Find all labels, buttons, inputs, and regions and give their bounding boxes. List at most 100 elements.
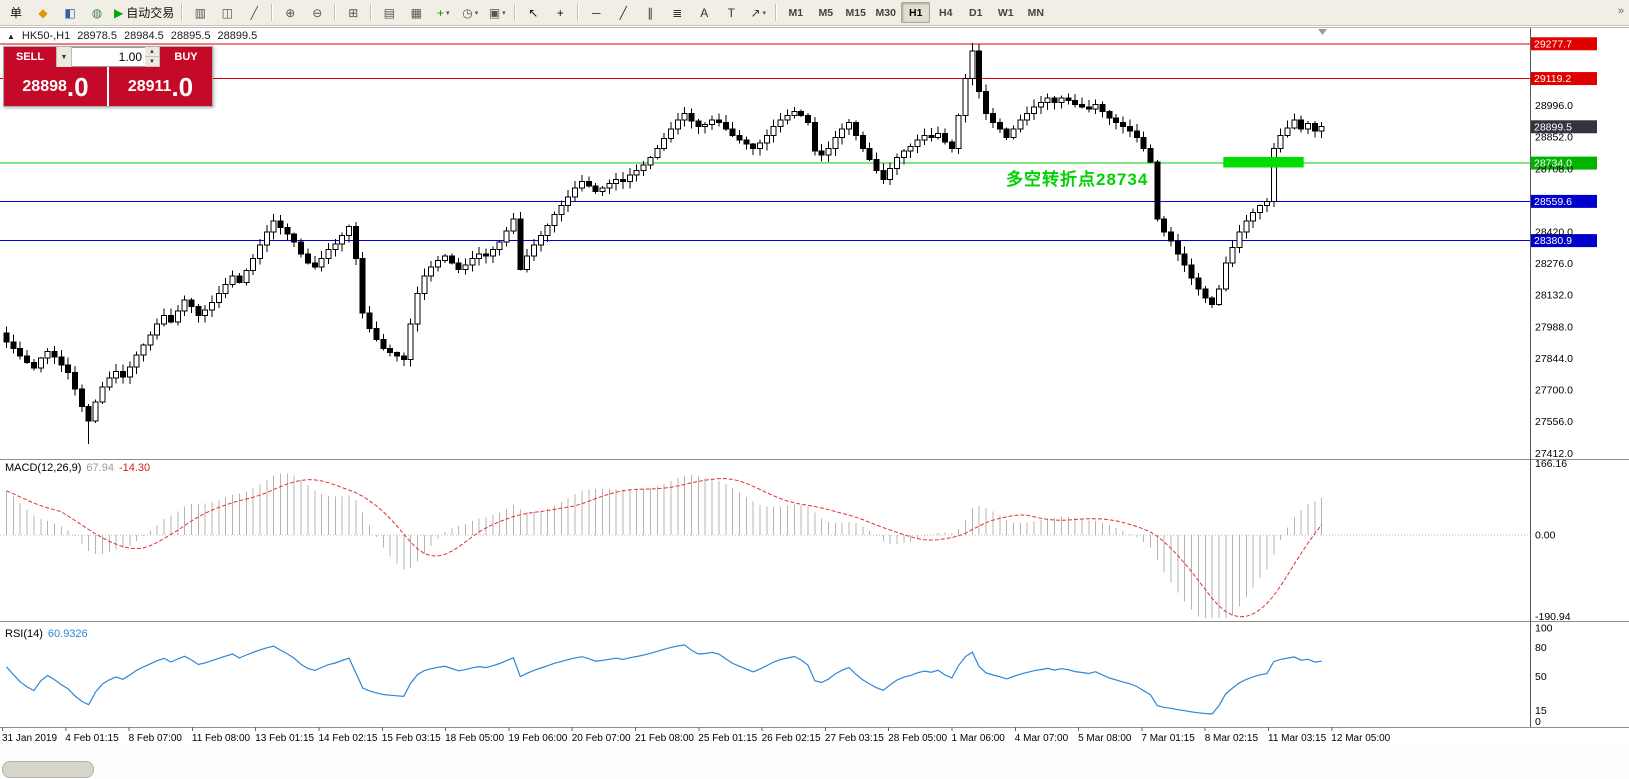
ohlc-open: 28978.5 — [77, 30, 117, 42]
horizontal-line-icon[interactable]: ─ — [591, 5, 601, 20]
macd-histogram — [6, 473, 1323, 618]
templates-button[interactable]: ▣ ▾ — [488, 5, 506, 20]
time-axis-label: 20 Feb 07:00 — [572, 733, 631, 744]
market-watch-icon[interactable]: ◍ — [91, 5, 103, 20]
timeframe-h1[interactable]: H1 — [901, 2, 931, 23]
buy-price: 28911 — [127, 77, 172, 95]
timeframe-mn[interactable]: MN — [1027, 6, 1044, 19]
candlestick-chart-icon[interactable]: ◫ — [221, 5, 233, 20]
time-axis-label: 15 Feb 03:15 — [382, 733, 441, 744]
rsi-scale-label: 15 — [1535, 705, 1547, 717]
price-scale-label: 28276.0 — [1535, 258, 1573, 270]
timeframe-m1[interactable]: M1 — [788, 6, 804, 19]
cursor-icon[interactable]: ↖ — [528, 5, 539, 20]
price-scale[interactable] — [1531, 37, 1597, 248]
collapse-arrow-icon[interactable]: ▲ — [7, 31, 15, 41]
toolbar-separator — [181, 4, 184, 21]
fibonacci-icon[interactable]: ≣ — [672, 5, 683, 20]
timeframe-d1[interactable]: D1 — [969, 6, 983, 19]
line-chart-icon[interactable]: ╱ — [250, 5, 258, 20]
price-scale-label: 28708.0 — [1535, 163, 1573, 175]
timeframe-w1[interactable]: W1 — [997, 6, 1014, 19]
price-scale-label: 28420.0 — [1535, 227, 1573, 239]
macd-name: MACD(12,26,9) — [5, 462, 82, 474]
sell-price-button[interactable]: 28898.0 — [4, 67, 107, 106]
price-scale-label: 27700.0 — [1535, 385, 1573, 397]
time-axis-label: 21 Feb 08:00 — [635, 733, 694, 744]
time-axis-label: 19 Feb 06:00 — [508, 733, 567, 744]
toolbar-separator — [271, 4, 274, 21]
profiles-icon[interactable]: ◧ — [64, 5, 76, 20]
zoom-out-icon[interactable]: ⊖ — [312, 5, 323, 20]
volume-dropdown-icon[interactable]: ▼ — [56, 47, 72, 67]
text-icon[interactable]: A — [700, 5, 709, 20]
buy-price-pips: .0 — [171, 71, 194, 102]
timeframe-m30[interactable]: M30 — [875, 6, 896, 19]
crosshair-icon[interactable]: + — [556, 5, 564, 20]
zoom-in-icon[interactable]: ⊕ — [285, 5, 296, 20]
time-axis-label: 7 Mar 01:15 — [1141, 733, 1195, 744]
price-scale-label: 28852.0 — [1535, 132, 1573, 144]
label-icon[interactable]: T — [727, 5, 735, 20]
highlight-rectangle[interactable] — [1223, 156, 1304, 168]
rsi-scale-label: 80 — [1535, 642, 1547, 654]
volume-input[interactable] — [72, 47, 145, 67]
timeframe-h4[interactable]: H4 — [939, 6, 953, 19]
volume-stepper[interactable]: ▲ ▼ — [145, 47, 160, 67]
current-price-tag — [1531, 120, 1597, 134]
time-axis-label: 4 Mar 07:00 — [1015, 733, 1069, 744]
toolbar-separator — [334, 4, 337, 21]
panel-dividers[interactable] — [0, 27, 1629, 728]
tile-windows-icon[interactable]: ⊞ — [348, 5, 359, 20]
arrows-icon[interactable]: ↗ ▾ — [750, 5, 767, 20]
line-price-tag — [1531, 37, 1597, 51]
buy-price-button[interactable]: 28911.0 — [109, 67, 212, 106]
chart-shift-icon[interactable]: ▦ — [410, 5, 422, 20]
macd-signal-line — [6, 478, 1323, 618]
macd-indicator-label: MACD(12,26,9) 67.94 -14.30 — [5, 462, 150, 474]
new-order-icon[interactable]: ◆ — [38, 5, 48, 20]
bar-chart-icon[interactable]: ▥ — [194, 5, 206, 20]
new-chart-button[interactable]: + ▾ — [436, 5, 450, 20]
ohlc-close: 28899.5 — [217, 30, 258, 42]
chart-title: ▲ HK50-,H1 28978.5 28984.5 28895.5 28899… — [7, 30, 257, 42]
time-axis-label: 5 Mar 08:00 — [1078, 733, 1132, 744]
price-tag-text: 28734.0 — [1534, 158, 1572, 170]
orders-menu[interactable]: 单 — [9, 5, 22, 20]
sell-price: 28898 — [22, 77, 67, 95]
timeframe-m15[interactable]: M15 — [845, 6, 866, 19]
auto-arrange-icon[interactable]: ▤ — [383, 5, 395, 20]
periods-button[interactable]: ◷ ▾ — [462, 5, 479, 20]
bottom-strip — [0, 746, 1629, 779]
horizontal-scrollbar-thumb[interactable] — [2, 761, 94, 778]
time-axis-label: 8 Feb 07:00 — [129, 733, 183, 744]
time-axis-label: 28 Feb 05:00 — [888, 733, 947, 744]
sell-button[interactable]: SELL — [4, 47, 56, 67]
rsi-scale-label: 50 — [1535, 671, 1547, 683]
time-axis-label: 27 Feb 03:15 — [825, 733, 884, 744]
time-axis-label: 14 Feb 02:15 — [319, 733, 378, 744]
time-axis-label: 25 Feb 01:15 — [698, 733, 757, 744]
autotrading-button[interactable]: ▶ 自动交易 — [114, 5, 175, 20]
toolbar-overflow-icon[interactable]: » — [1617, 5, 1624, 17]
time-axis-label: 4 Feb 01:15 — [65, 733, 119, 744]
one-click-trading-widget: SELL ▼ ▲▼ BUY 28898.0 28911.0 — [3, 46, 213, 107]
sell-price-pips: .0 — [66, 71, 89, 102]
toolbar-separator — [514, 4, 517, 21]
horizontal-line-objects[interactable] — [0, 43, 1530, 242]
time-axis-label: 11 Mar 03:15 — [1268, 733, 1327, 744]
timeframe-m5[interactable]: M5 — [818, 6, 834, 19]
rsi-scale-label: 0 — [1535, 716, 1541, 728]
price-tag-text: 28899.5 — [1534, 121, 1572, 133]
macd-scale-zero: 0.00 — [1535, 530, 1556, 542]
price-scale-label: 27556.0 — [1535, 416, 1573, 428]
price-tag-text: 28380.9 — [1534, 235, 1572, 247]
symbol-period: HK50-,H1 — [21, 30, 71, 42]
trendline-icon[interactable]: ╱ — [619, 5, 627, 20]
buy-button[interactable]: BUY — [160, 47, 212, 67]
line-price-tag — [1531, 156, 1597, 170]
channel-icon[interactable]: ∥ — [647, 5, 654, 20]
time-axis-label: 11 Feb 08:00 — [192, 733, 251, 744]
